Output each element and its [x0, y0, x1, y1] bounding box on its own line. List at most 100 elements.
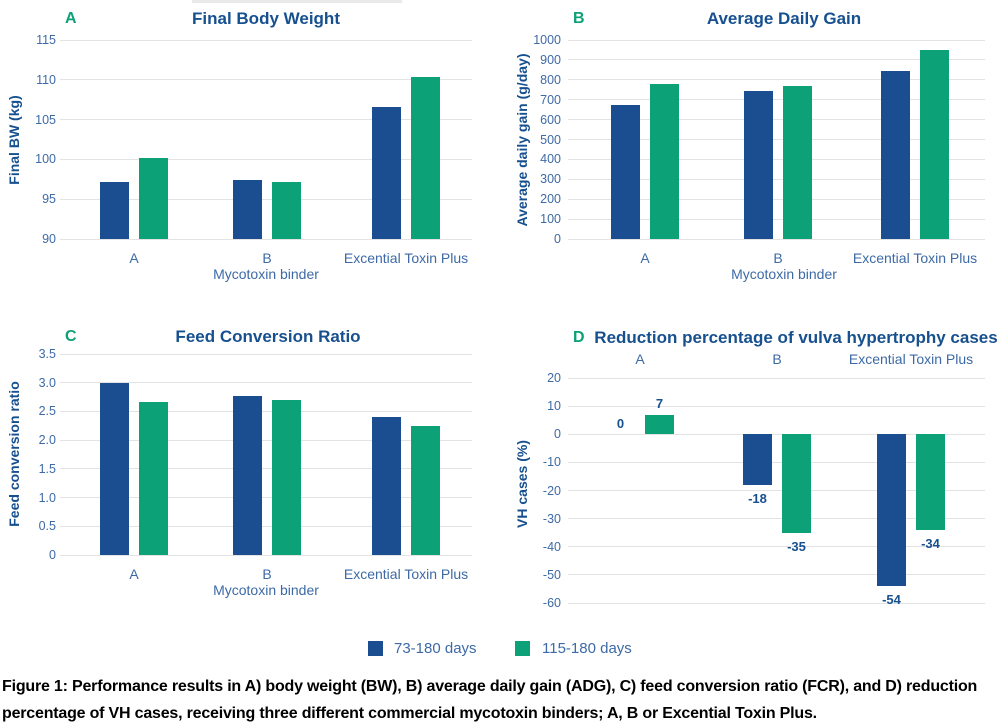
panel-letter: A [65, 10, 77, 27]
chart-title: Average Daily Gain [706, 9, 862, 28]
y-tick-label: 900 [540, 52, 561, 67]
y-tick-label: -20 [542, 483, 561, 498]
gridline [60, 410, 472, 412]
gridline [568, 119, 985, 121]
gridline [568, 59, 985, 61]
bar-73-180-days [100, 383, 129, 555]
panel-letter: D [573, 329, 585, 346]
value-label: -18 [748, 490, 767, 506]
y-tick-label: 105 [35, 112, 56, 127]
category-label: B [772, 351, 782, 367]
bar-115-180-days [783, 85, 812, 239]
y-axis-label: VH cases (%) [514, 440, 530, 528]
chart-title: Final Body Weight [192, 9, 340, 28]
gridline [60, 198, 472, 200]
chart-title: Feed Conversion Ratio [175, 327, 361, 346]
value-label: -35 [787, 538, 806, 554]
y-tick-label: 400 [540, 152, 561, 167]
bar-73-180-days [744, 90, 773, 239]
y-tick-label: 10 [547, 399, 561, 414]
bar-115-180-days [650, 83, 679, 239]
gridline [60, 382, 472, 384]
category-label: A [635, 351, 645, 367]
x-axis-label: Mycotoxin binder [731, 266, 837, 282]
gridline [60, 353, 472, 355]
gridline [60, 79, 472, 81]
gridline [568, 602, 985, 604]
y-tick-label: 600 [540, 112, 561, 127]
bar-115-180-days [916, 434, 945, 530]
gridline [60, 468, 472, 470]
category-label: Excential Toxin Plus [852, 250, 978, 266]
y-axis-label: Final BW (kg) [6, 95, 22, 185]
bar-115-180-days [920, 49, 949, 239]
value-label: 7 [655, 395, 664, 411]
y-tick-label: 95 [42, 192, 56, 207]
y-tick-label: 3.5 [38, 347, 56, 361]
y-axis-label: Feed conversion ratio [6, 381, 22, 527]
bar-73-180-days [372, 416, 401, 555]
y-tick-label: 2.0 [38, 433, 56, 448]
legend-label-115-180-days: 115-180 days [542, 640, 632, 657]
bar-115-180-days [411, 426, 440, 555]
chart-title: Reduction percentage of vulva hypertroph… [594, 328, 998, 347]
legend-swatch-green [515, 641, 530, 656]
figure-caption: Figure 1: Performance results in A) body… [2, 678, 978, 722]
gridline [568, 490, 985, 491]
bar-73-180-days [743, 434, 772, 485]
y-tick-label: 3.0 [38, 375, 56, 390]
y-tick-label: 500 [540, 132, 561, 147]
bar-73-180-days [611, 104, 640, 239]
category-label: A [640, 250, 650, 266]
value-label: 0 [616, 416, 625, 432]
gridline [60, 439, 472, 441]
y-tick-label: 100 [35, 152, 56, 167]
y-tick-label: 2.5 [38, 404, 56, 419]
gridline [568, 178, 985, 180]
gridline [60, 39, 472, 41]
gridline [568, 238, 985, 240]
gridline [60, 238, 472, 240]
gridline [568, 79, 985, 81]
gridline [568, 198, 985, 200]
bar-115-180-days [139, 402, 168, 555]
bar-73-180-days [877, 434, 906, 587]
x-axis-label: Mycotoxin binder [213, 582, 319, 598]
y-tick-label: 200 [540, 192, 561, 207]
gridline [568, 574, 985, 576]
gridline [568, 39, 985, 41]
gridline [60, 497, 472, 499]
y-axis-label: Average daily gain (g/day) [514, 53, 530, 227]
y-tick-label: -40 [542, 539, 561, 554]
gridline [568, 546, 985, 548]
bar-73-180-days [100, 181, 129, 239]
y-tick-label: 1000 [533, 33, 561, 47]
y-tick-label: 115 [36, 33, 56, 47]
gridline [568, 158, 985, 160]
bar-115-180-days [139, 157, 168, 239]
y-tick-label: 1.5 [38, 461, 56, 476]
legend-label-73-180-days: 73-180 days [394, 640, 477, 657]
gridline [568, 377, 985, 379]
legend-swatch-blue [368, 641, 383, 656]
cropped-content-artifact [192, 0, 402, 3]
gridline [60, 525, 472, 527]
x-axis-label: Mycotoxin binder [213, 266, 319, 282]
category-label: B [773, 250, 783, 266]
bar-115-180-days [782, 434, 811, 533]
category-label: B [262, 566, 272, 582]
y-tick-label: 100 [540, 212, 561, 227]
y-tick-label: 110 [36, 72, 56, 87]
y-tick-label: 20 [547, 371, 561, 385]
gridline [568, 518, 985, 520]
value-label: -34 [921, 535, 940, 551]
bar-73-180-days [881, 70, 910, 239]
category-label: B [262, 250, 272, 266]
gridline [60, 158, 472, 160]
bar-73-180-days [372, 106, 401, 239]
y-tick-label: 1.0 [38, 490, 56, 505]
